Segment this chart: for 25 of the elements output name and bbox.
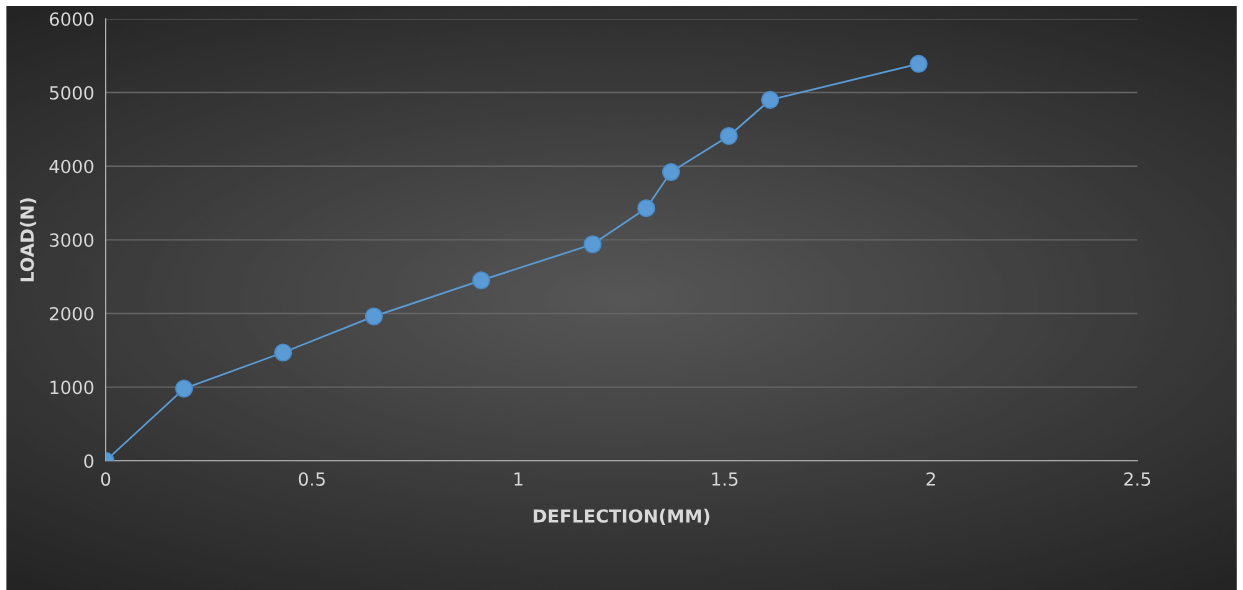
point [364, 307, 383, 326]
x-tick-label: 0.5 [298, 472, 325, 486]
point [719, 126, 738, 146]
point [909, 54, 928, 73]
x-tick-label: 1 [514, 472, 523, 486]
point [637, 199, 656, 218]
y-tick-label: 0 [84, 454, 94, 468]
x-axis-title: DEFLECTION(MM) [533, 508, 710, 525]
y-tick-label: 4000 [49, 159, 94, 174]
y-tick-label: 2000 [49, 306, 94, 321]
x-tick-label: 2 [926, 472, 935, 486]
y-tick-label: 5000 [49, 85, 94, 100]
x-tick-label: 1.5 [712, 472, 738, 486]
point [274, 343, 293, 362]
y-tick-label: 1000 [50, 380, 94, 395]
x-tick-label: 2.5 [1124, 472, 1151, 486]
point [583, 235, 602, 254]
y-axis-title: LOAD(N) [20, 198, 37, 282]
point [175, 379, 194, 398]
point [661, 163, 681, 182]
point [761, 90, 780, 109]
point [472, 271, 491, 290]
y-tick-label: 6000 [49, 12, 94, 26]
y-tick-label: 3000 [49, 233, 94, 247]
x-tick-label: 0 [101, 472, 111, 486]
